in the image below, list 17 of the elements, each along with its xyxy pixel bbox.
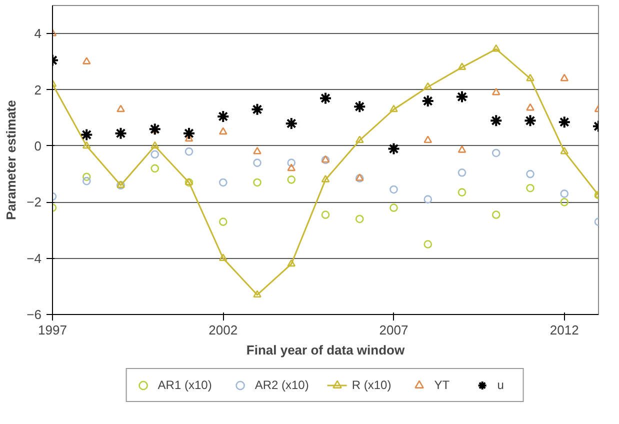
x-tick-label: 2007	[379, 322, 408, 338]
y-tick-label: 2	[34, 82, 42, 98]
legend-label: YT	[434, 378, 451, 392]
y-tick-label: 0	[34, 138, 42, 154]
y-tick-label: 4	[34, 26, 42, 42]
x-axis-title: Final year of data window	[246, 342, 406, 358]
y-tick-label: −2	[26, 194, 42, 210]
x-tick-label: 2012	[550, 322, 579, 338]
legend-label: R (x10)	[352, 378, 392, 392]
y-tick-label: −4	[26, 250, 42, 266]
x-tick-label: 2002	[208, 322, 238, 338]
y-axis-title: Parameter estimate	[4, 100, 19, 220]
legend-label: AR1 (x10)	[158, 378, 212, 392]
y-tick-label: −6	[26, 307, 42, 322]
legend-label: u	[497, 378, 505, 392]
legend-label: AR2 (x10)	[254, 378, 309, 392]
x-tick-label: 1997	[38, 322, 67, 338]
